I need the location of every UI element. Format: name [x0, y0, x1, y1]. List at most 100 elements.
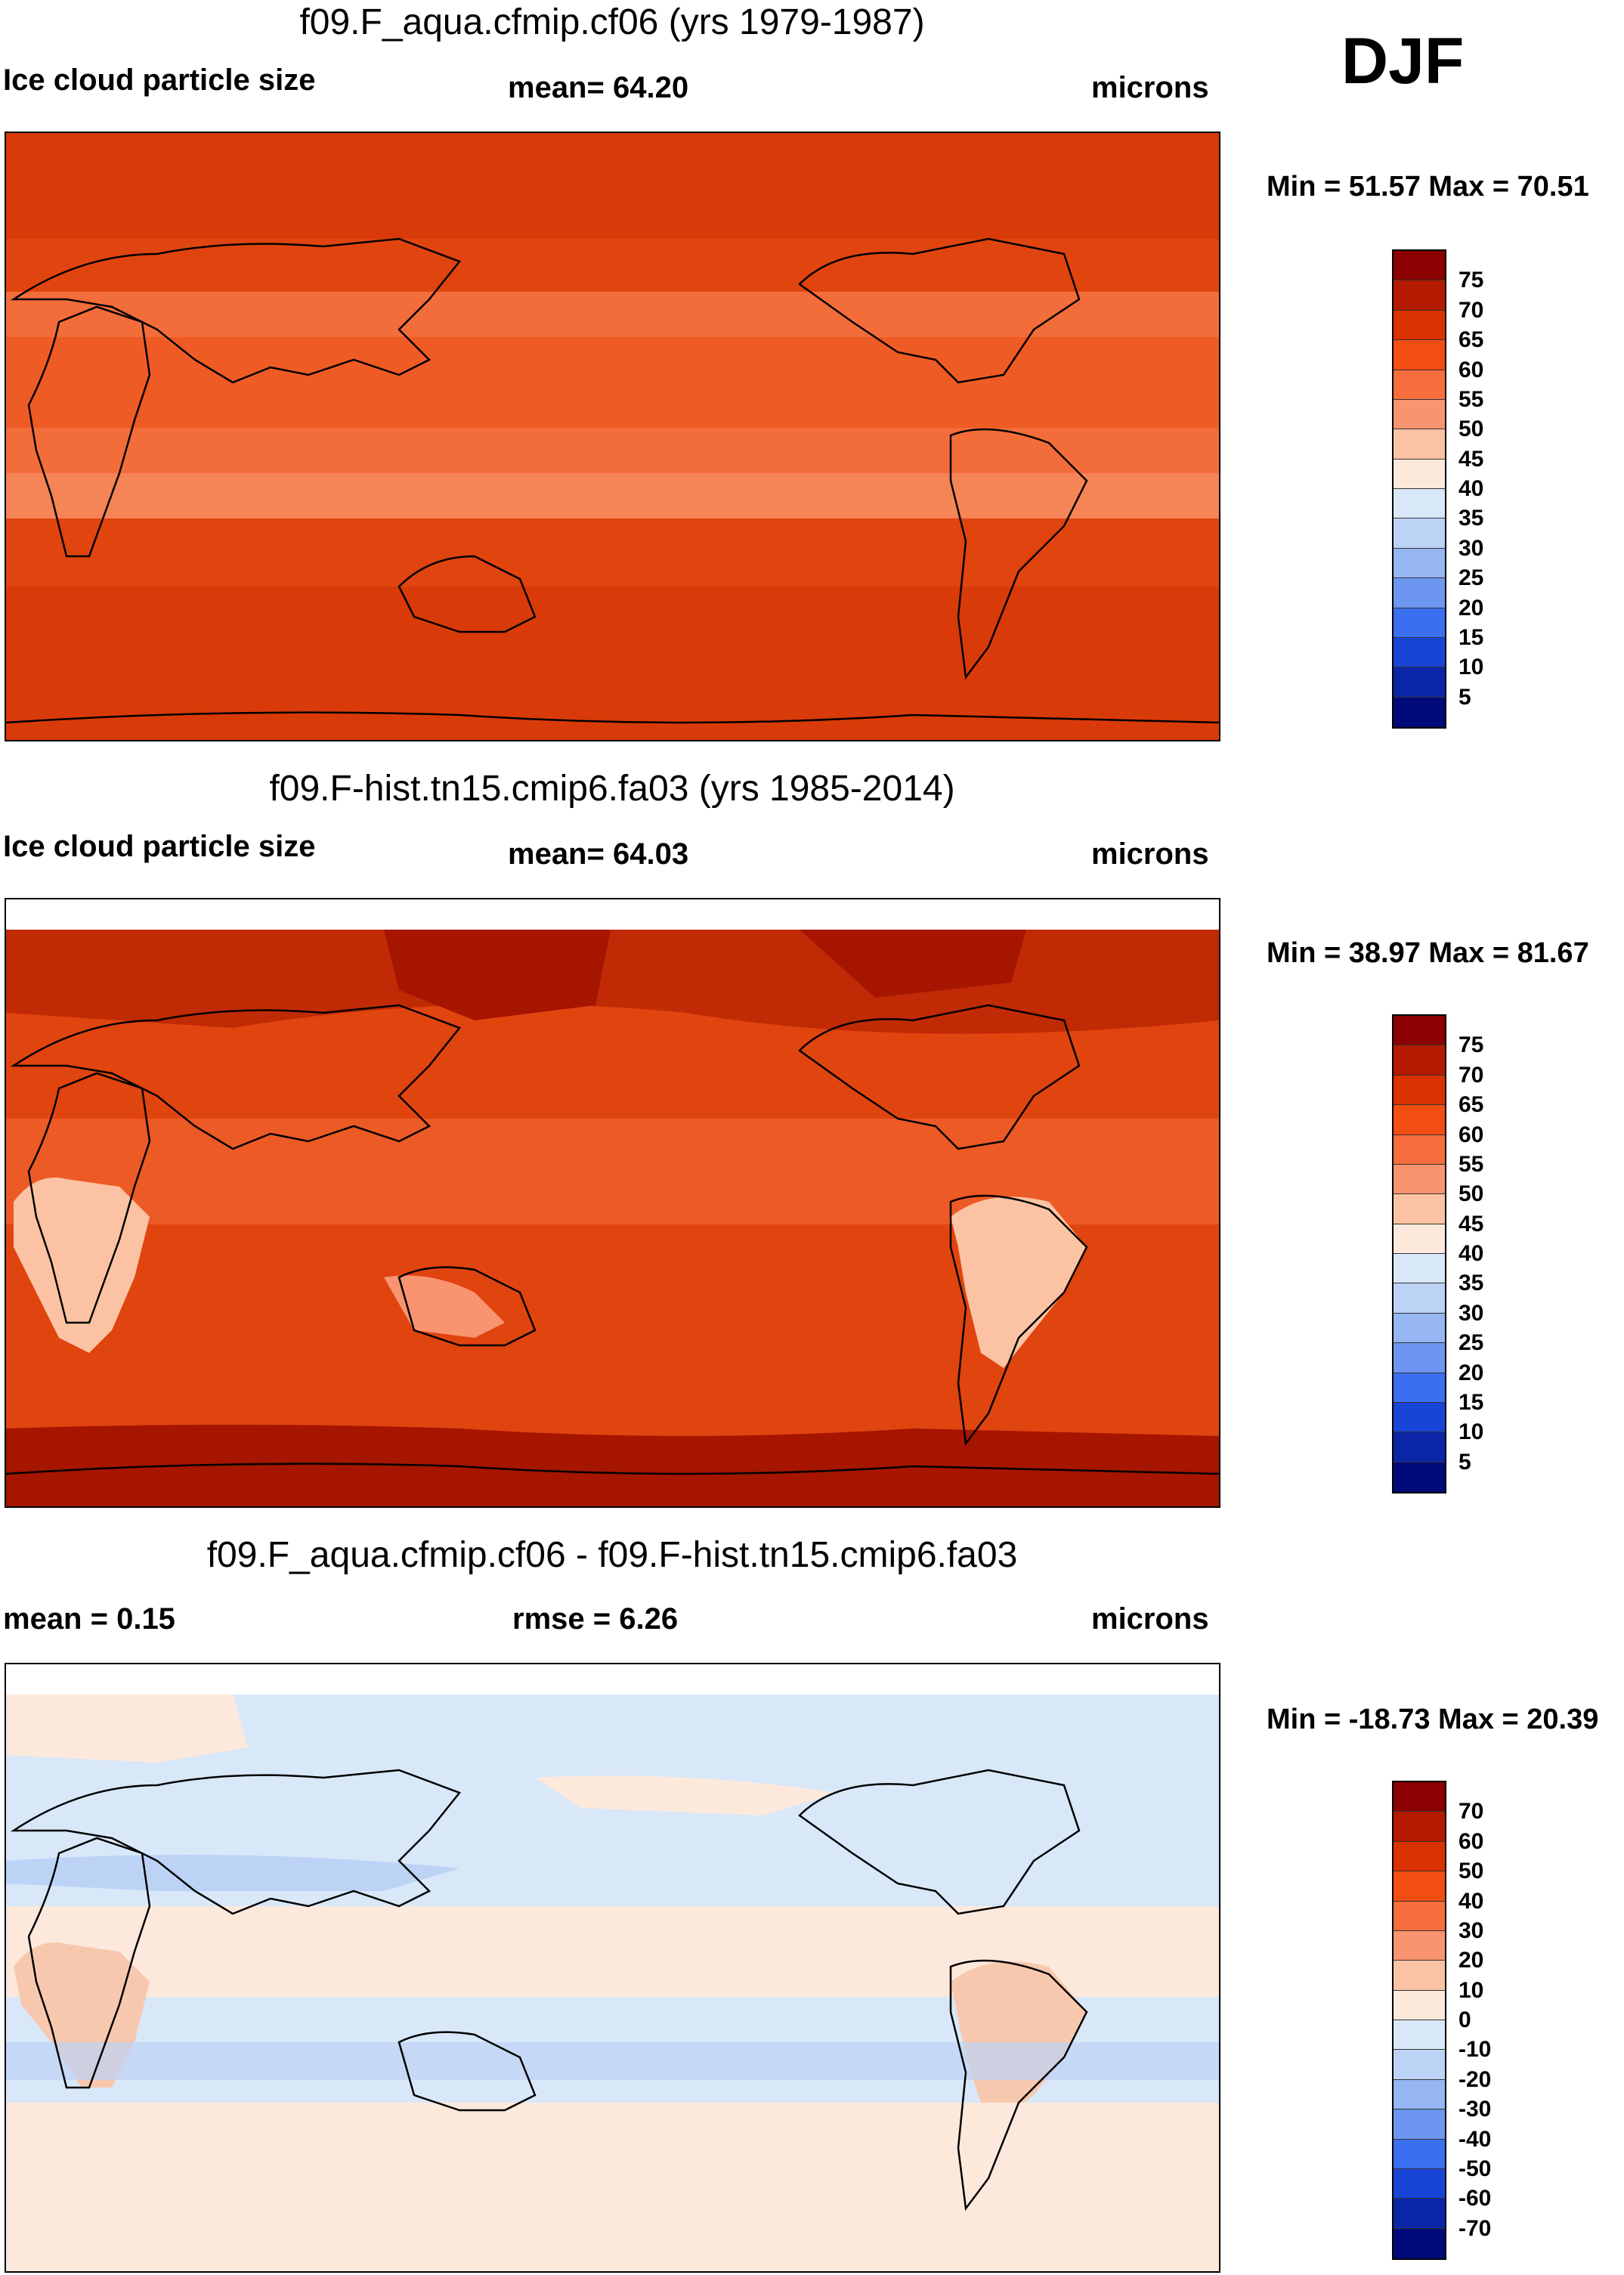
colorbar-tick-label: -40	[1459, 2126, 1492, 2152]
colorbar-swatch	[1394, 608, 1445, 638]
colorbar-swatch	[1394, 251, 1445, 281]
colorbar-tick-label: -60	[1459, 2186, 1492, 2212]
colorbar-tick-label: 45	[1459, 446, 1484, 472]
colorbar-swatch	[1394, 370, 1445, 400]
panel2-title: f09.F-hist.tn15.cmip6.fa03 (yrs 1985-201…	[269, 769, 955, 809]
colorbar-swatch	[1394, 1930, 1445, 1961]
panel2-siberia-max	[384, 930, 611, 1020]
panel2-units-label: microns	[1091, 837, 1209, 871]
panel2-colorbar	[1392, 1014, 1446, 1493]
panel1-band-south	[6, 428, 1219, 473]
season-label: DJF	[1341, 25, 1465, 98]
colorbar-tick-label: -20	[1459, 2066, 1492, 2092]
panel1-minmax-label: Min = 51.57 Max = 70.51	[1267, 171, 1589, 203]
panel3-colorbar	[1392, 1781, 1446, 2260]
colorbar-swatch	[1394, 429, 1445, 460]
panel1-variable-label: Ice cloud particle size	[3, 63, 316, 97]
colorbar-tick-label: -30	[1459, 2097, 1492, 2122]
panel3-npacific-positive	[535, 1775, 837, 1815]
panel2-map-plot	[6, 899, 1219, 1506]
colorbar-tick-label: 30	[1459, 535, 1484, 561]
colorbar-tick-label: 45	[1459, 1211, 1484, 1237]
colorbar-swatch	[1394, 2228, 1445, 2258]
colorbar-tick-label: 20	[1459, 1948, 1484, 1973]
colorbar-swatch	[1394, 2020, 1445, 2051]
colorbar-tick-label: 15	[1459, 624, 1484, 650]
colorbar-tick-label: 55	[1459, 386, 1484, 412]
colorbar-tick-label: 25	[1459, 1330, 1484, 1356]
panel3-coastlines	[10, 1769, 1088, 2212]
colorbar-tick-label: 25	[1459, 565, 1484, 591]
colorbar-tick-label: -10	[1459, 2037, 1492, 2063]
colorbar-swatch	[1394, 489, 1445, 519]
panel1-band-tropics	[6, 337, 1219, 428]
panel2-variable-label: Ice cloud particle size	[3, 830, 316, 863]
panel3-minmax-label: Min = -18.73 Max = 20.39	[1267, 1704, 1599, 1735]
colorbar-swatch	[1394, 1402, 1445, 1433]
panel2-map	[5, 898, 1220, 1508]
colorbar-tick-label: 40	[1459, 1888, 1484, 1914]
panel3-title: f09.F_aqua.cfmip.cf06 - f09.F-hist.tn15.…	[206, 1535, 1018, 1575]
colorbar-swatch	[1394, 1254, 1445, 1284]
panel1-coastlines	[6, 237, 1219, 724]
colorbar-tick-label: 40	[1459, 476, 1484, 501]
colorbar-tick-label: 75	[1459, 268, 1484, 293]
colorbar-tick-label: 50	[1459, 416, 1484, 442]
panel3-map	[5, 1663, 1220, 2273]
colorbar-swatch	[1394, 2079, 1445, 2110]
colorbar-tick-label: 55	[1459, 1151, 1484, 1177]
colorbar-tick-label: 65	[1459, 327, 1484, 353]
colorbar-swatch	[1394, 518, 1445, 549]
colorbar-tick-label: 60	[1459, 357, 1484, 382]
panel3-missing-north	[6, 1664, 1219, 1695]
colorbar-swatch	[1394, 459, 1445, 489]
colorbar-tick-label: 70	[1459, 1799, 1484, 1825]
panel2-samerica-low	[951, 1196, 1087, 1368]
colorbar-swatch	[1394, 2050, 1445, 2080]
colorbar-tick-label: 5	[1459, 684, 1471, 710]
panel1-band-subtropic	[6, 473, 1219, 518]
panel1-map-plot	[6, 133, 1219, 740]
colorbar-tick-label: 70	[1459, 297, 1484, 323]
panel1-colorbar	[1392, 249, 1446, 729]
colorbar-tick-label: 0	[1459, 2007, 1471, 2032]
colorbar-tick-label: 65	[1459, 1092, 1484, 1118]
panel3-southern-negative	[6, 2042, 1219, 2080]
colorbar-swatch	[1394, 1343, 1445, 1373]
panel2-minmax-label: Min = 38.97 Max = 81.67	[1267, 937, 1589, 969]
colorbar-tick-label: -50	[1459, 2156, 1492, 2181]
colorbar-swatch	[1394, 548, 1445, 579]
colorbar-swatch	[1394, 1841, 1445, 1872]
colorbar-swatch	[1394, 578, 1445, 608]
panel1-units-label: microns	[1091, 71, 1209, 104]
panel2-colorbar-ticks: 75 70 65 60 55 50 45 40 35 30 25 20 15 10 5	[1459, 1014, 1527, 1493]
panel1-band-north	[6, 292, 1219, 337]
colorbar-swatch	[1394, 1462, 1445, 1492]
colorbar-swatch	[1394, 399, 1445, 430]
colorbar-tick-label: 10	[1459, 1419, 1484, 1445]
panel3-sahara-negative	[6, 1855, 459, 1891]
colorbar-tick-label: 40	[1459, 1241, 1484, 1266]
colorbar-tick-label: 50	[1459, 1181, 1484, 1207]
panel3-rmse-label: rmse = 6.26	[512, 1602, 679, 1636]
colorbar-swatch	[1394, 1990, 1445, 2020]
colorbar-tick-label: 5	[1459, 1449, 1471, 1475]
colorbar-tick-label: 50	[1459, 1859, 1484, 1884]
colorbar-swatch	[1394, 637, 1445, 668]
colorbar-swatch	[1394, 1812, 1445, 1842]
panel3-europe-positive	[6, 1695, 248, 1763]
panel2-antarctic-max	[6, 1425, 1219, 1506]
colorbar-swatch	[1394, 1075, 1445, 1106]
colorbar-swatch	[1394, 1782, 1445, 1812]
colorbar-swatch	[1394, 667, 1445, 698]
colorbar-tick-label: 35	[1459, 506, 1484, 531]
colorbar-tick-label: 20	[1459, 1360, 1484, 1385]
colorbar-swatch	[1394, 1194, 1445, 1224]
colorbar-tick-label: 20	[1459, 595, 1484, 621]
panel1-title: f09.F_aqua.cfmip.cf06 (yrs 1979-1987)	[299, 2, 925, 42]
panel2-africa-low	[14, 1178, 150, 1353]
colorbar-tick-label: 35	[1459, 1271, 1484, 1296]
colorbar-swatch	[1394, 1283, 1445, 1314]
colorbar-tick-label: 10	[1459, 655, 1484, 680]
colorbar-swatch	[1394, 1164, 1445, 1195]
